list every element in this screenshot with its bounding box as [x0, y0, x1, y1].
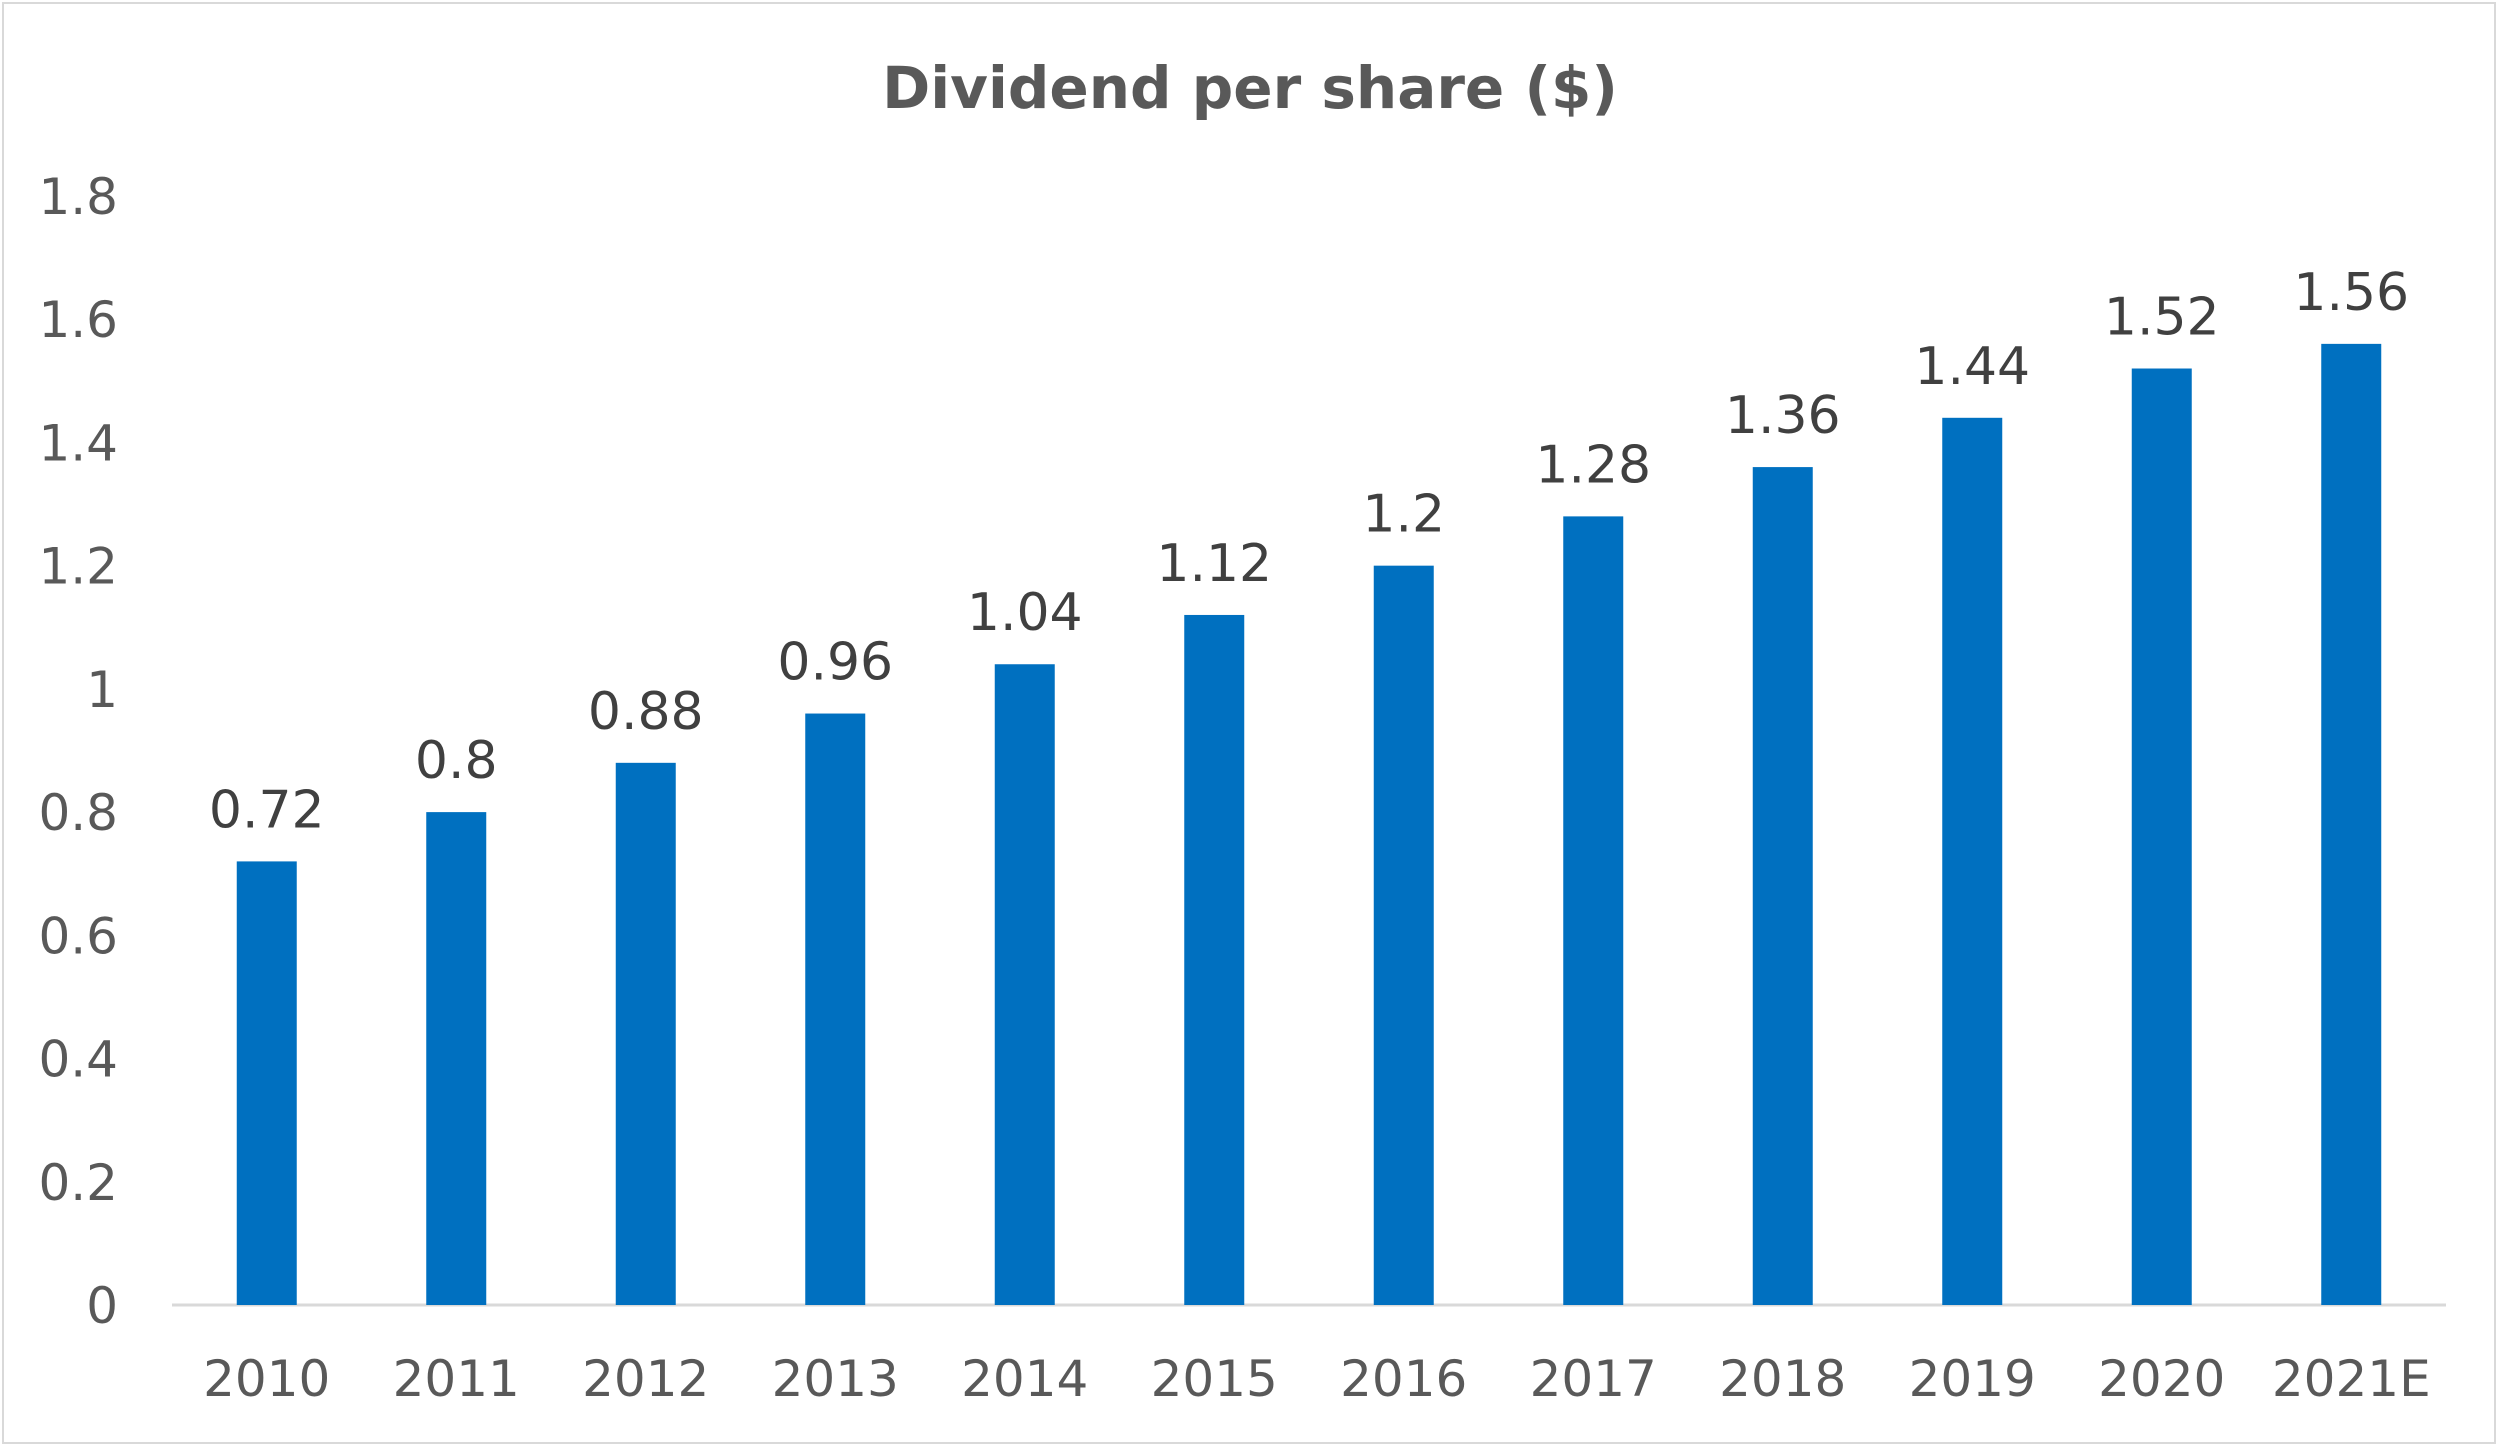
data-label-2011: 0.8	[415, 731, 498, 791]
x-tick-label-2018: 2018	[1719, 1350, 1846, 1408]
x-tick-label-2014: 2014	[961, 1350, 1088, 1408]
x-tick-label-2020: 2020	[2098, 1350, 2225, 1408]
x-tick-label-2021E: 2021E	[2272, 1350, 2431, 1408]
data-label-2018: 1.36	[1725, 386, 1841, 446]
x-tick-label-2016: 2016	[1340, 1350, 1467, 1408]
bar-2014	[994, 664, 1055, 1305]
data-label-2010: 0.72	[209, 780, 325, 840]
data-label-2017: 1.28	[1535, 435, 1651, 495]
bars	[236, 343, 2382, 1306]
data-label-2020: 1.52	[2104, 288, 2220, 348]
y-tick-label: 1.6	[38, 291, 118, 349]
bar-2015	[1184, 614, 1245, 1305]
y-tick-label: 1.2	[38, 538, 118, 596]
x-tick-label-2015: 2015	[1151, 1350, 1278, 1408]
data-label-2019: 1.44	[1914, 337, 2030, 397]
x-tick-label-2012: 2012	[582, 1350, 709, 1408]
x-tick-label-2010: 2010	[203, 1350, 330, 1408]
x-tick-label-2013: 2013	[772, 1350, 899, 1408]
bar-2011	[426, 812, 487, 1305]
bar-2020	[2131, 368, 2192, 1305]
data-label-2015: 1.12	[1156, 534, 1272, 594]
y-tick-label: 1.8	[38, 168, 118, 226]
bar-2010	[236, 861, 297, 1305]
x-tick-label-2011: 2011	[393, 1350, 520, 1408]
y-tick-label: 0.2	[38, 1154, 118, 1212]
bar-2012	[615, 762, 676, 1305]
bar-2016	[1373, 565, 1434, 1305]
y-tick-label: 1	[86, 661, 118, 719]
y-tick-label: 1.4	[38, 414, 118, 472]
data-label-2013: 0.96	[777, 633, 893, 693]
x-tick-label-2017: 2017	[1530, 1350, 1657, 1408]
chart-title: Dividend per share ($)	[882, 54, 1618, 122]
data-label-2016: 1.2	[1362, 485, 1445, 545]
bar-2013	[805, 713, 866, 1305]
bar-2017	[1563, 516, 1624, 1305]
x-axis-ticks: 2010 2011 2012 2013 2014 2015 2016 2017 2018 2019…	[203, 1350, 2431, 1408]
x-tick-label-2019: 2019	[1909, 1350, 2036, 1408]
bar-2018	[1752, 467, 1813, 1306]
y-tick-label: 0	[86, 1277, 118, 1335]
data-label-2014: 1.04	[967, 583, 1083, 643]
y-tick-label: 0.8	[38, 784, 118, 842]
y-tick-label: 0.6	[38, 907, 118, 965]
data-label-2021E: 1.56	[2293, 263, 2409, 323]
data-label-2012: 0.88	[588, 682, 704, 742]
y-tick-label: 0.4	[38, 1031, 118, 1089]
y-axis-ticks: 0 0.2 0.4 0.6 0.8 1 1.2 1.4 1.6 1.8	[38, 168, 118, 1335]
bar-2019	[1942, 417, 2003, 1305]
bar-2021E	[2321, 343, 2382, 1305]
data-labels: 0.72 0.8 0.88 0.96 1.04 1.12 1.2 1.28 1.36 1.44 1.…	[209, 263, 2409, 841]
